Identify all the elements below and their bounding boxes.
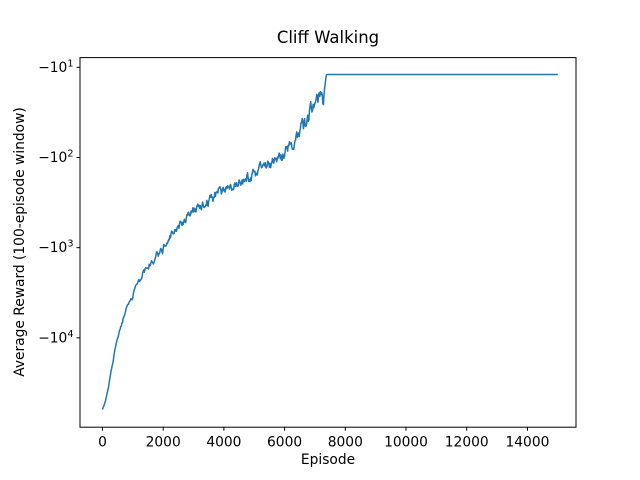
- x-tick-label: 6000: [267, 435, 302, 451]
- y-tick-label: −103: [38, 239, 73, 257]
- y-axis-label: Average Reward (100-episode window): [12, 107, 28, 377]
- x-tick-label: 0: [98, 435, 107, 451]
- y-tick-label: −101: [38, 58, 73, 76]
- x-tick-label: 8000: [328, 435, 363, 451]
- y-tick-label: −102: [38, 148, 73, 166]
- reward-line: [101, 73, 558, 410]
- x-tick-label: 4000: [206, 435, 241, 451]
- x-tick-label: 14000: [505, 435, 549, 451]
- axes-spines: [79, 57, 577, 428]
- x-tick-label: 2000: [146, 435, 181, 451]
- x-axis-label: Episode: [300, 452, 356, 468]
- y-tick-label: −104: [38, 329, 73, 347]
- x-tick-label: 10000: [384, 435, 428, 451]
- chart-title: Cliff Walking: [276, 28, 380, 47]
- x-tick-label: 12000: [445, 435, 489, 451]
